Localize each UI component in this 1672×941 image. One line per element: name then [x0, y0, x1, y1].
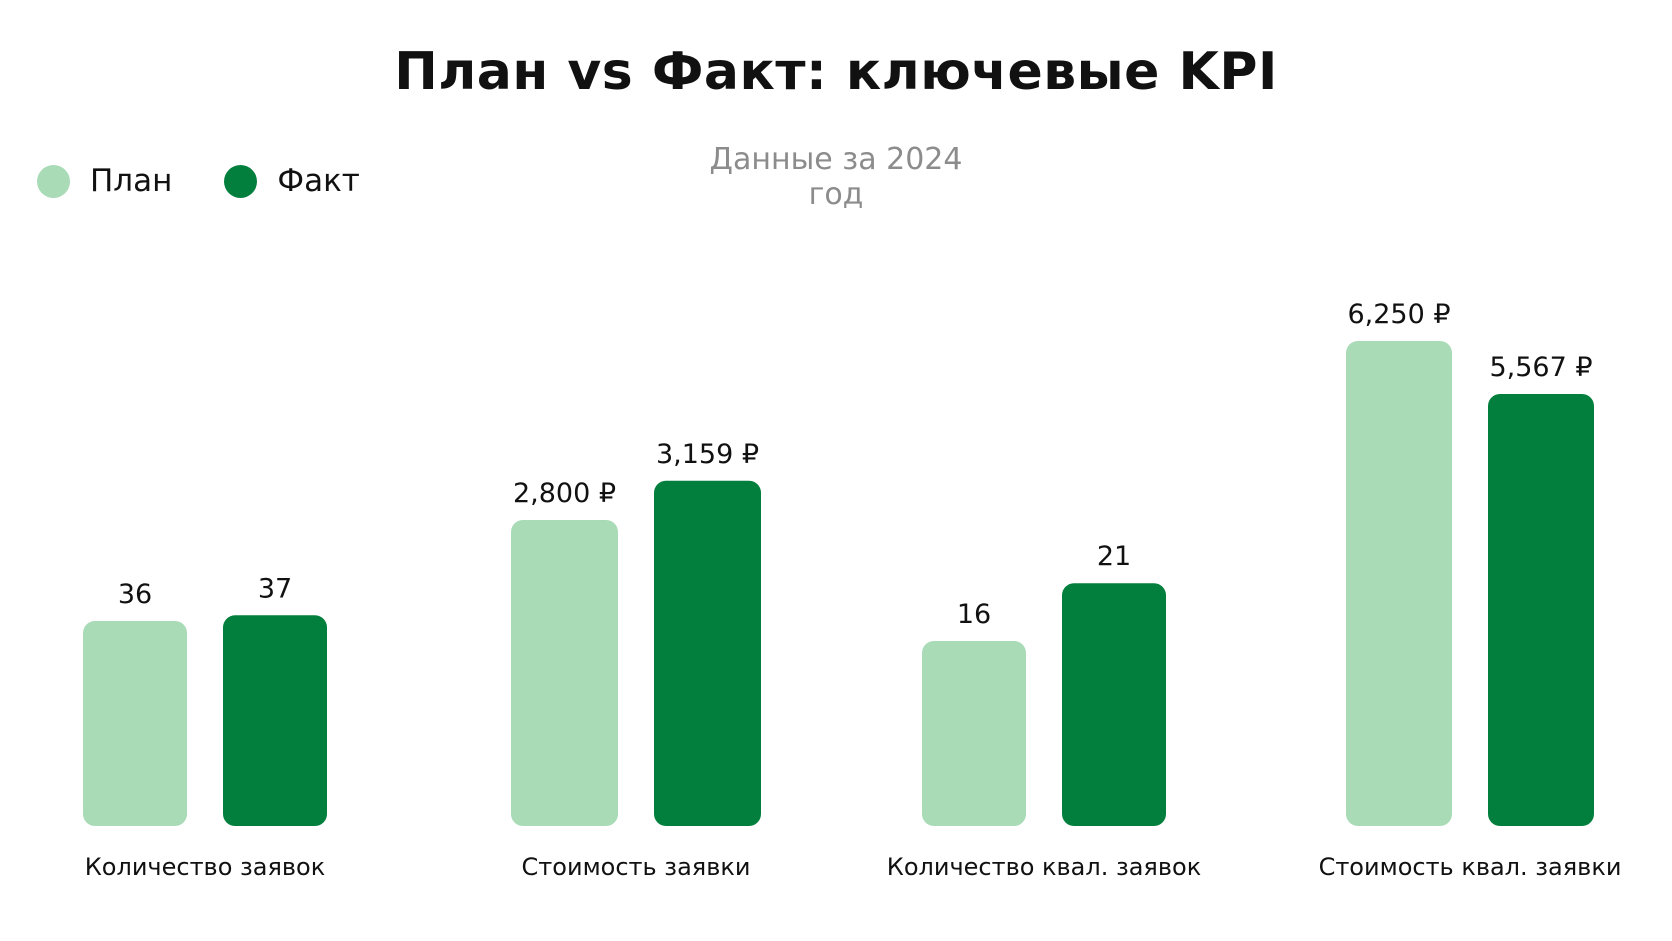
legend-label-fact: Факт: [277, 163, 360, 199]
data-label-fact-1: 3,159 ₽: [656, 439, 759, 470]
category-label-0: Количество заявок: [85, 853, 325, 881]
legend-swatch-plan: [37, 164, 70, 198]
chart-subtitle: Данные за 2024 год: [709, 142, 963, 212]
data-label-fact-3: 5,567 ₽: [1489, 352, 1592, 383]
bar-plan-2: [922, 641, 1026, 826]
bar-fact-0: [223, 615, 327, 826]
data-label-plan-2: 16: [957, 599, 991, 630]
data-label-plan-3: 6,250 ₽: [1347, 299, 1450, 330]
legend-item-fact: Факт: [224, 163, 360, 199]
bar-fact-1: [654, 480, 761, 826]
legend-label-plan: План: [90, 163, 173, 199]
data-label-plan-0: 36: [118, 579, 152, 610]
data-label-fact-0: 37: [258, 573, 292, 604]
chart-title: План vs Факт: ключевые KPI: [394, 42, 1278, 102]
category-label-3: Стоимость квал. заявки: [1319, 853, 1622, 881]
bar-fact-2: [1062, 583, 1166, 826]
data-label-plan-1: 2,800 ₽: [513, 478, 616, 509]
legend: План Факт: [37, 163, 412, 199]
bar-fact-3: [1488, 394, 1594, 826]
bar-plan-3: [1346, 341, 1452, 826]
legend-swatch-fact: [224, 164, 258, 198]
data-label-fact-2: 21: [1097, 541, 1131, 572]
legend-item-plan: План: [37, 163, 172, 199]
category-label-2: Количество квал. заявок: [887, 853, 1201, 881]
bar-plan-0: [83, 621, 187, 826]
category-label-1: Стоимость заявки: [522, 853, 751, 881]
bar-plan-1: [511, 520, 618, 826]
